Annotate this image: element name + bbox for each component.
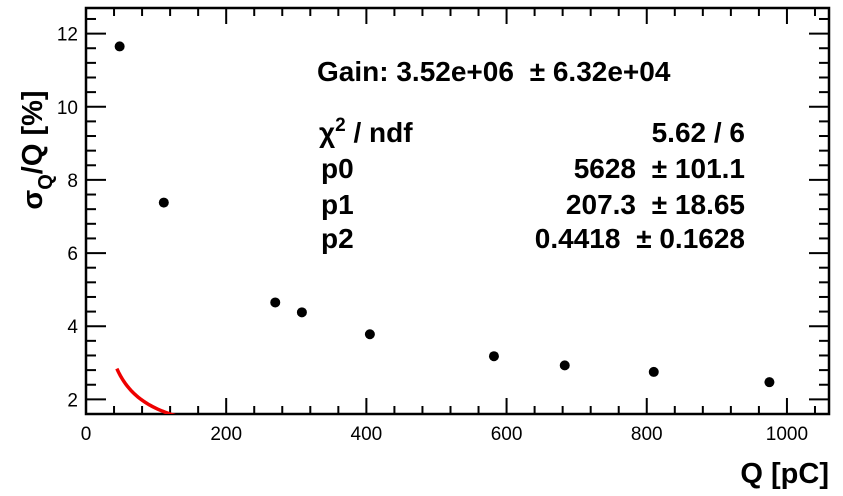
fit-stats-box: Gain: 3.52e+06 ± 6.32e+04 χ2 / ndf 5.62 … (317, 56, 745, 254)
y-axis-title-subscript: Q (35, 174, 57, 190)
p1-name: p1 (321, 189, 354, 220)
data-point (648, 366, 659, 377)
p2-estimate: 0.4418 (535, 223, 621, 254)
y-axis-title-rest: /Q [%] (17, 90, 49, 174)
y-tick-label: 10 (57, 98, 78, 119)
chi2-value: 5.62 / 6 (652, 117, 745, 148)
p0-estimate: 5628 (574, 153, 636, 184)
x-tick-label: 0 (81, 424, 92, 445)
gain-error: ± 6.32e+04 (530, 56, 671, 87)
data-point (296, 307, 307, 318)
x-tick-label: 400 (351, 424, 383, 445)
x-tick-label: 1000 (766, 424, 808, 445)
axis-ticks (85, 8, 829, 415)
gain-label: Gain: (317, 56, 389, 87)
p0-error: ± 101.1 (652, 153, 745, 184)
p2-name: p2 (321, 223, 354, 254)
y-tick-label: 8 (67, 171, 78, 192)
data-point (364, 329, 375, 340)
p0-name: p0 (321, 153, 354, 184)
gain-value: 3.52e+06 (396, 56, 514, 87)
y-tick-label: 2 (67, 390, 78, 411)
y-tick-label: 4 (67, 317, 78, 338)
data-point (559, 360, 570, 371)
y-tick-labels: 2 4 6 8 10 12 (57, 25, 79, 412)
p1-error: ± 18.65 (652, 189, 745, 220)
data-point (270, 297, 281, 308)
chi2-power: 2 (335, 115, 346, 136)
gain-text: Gain: 3.52e+06 ± 6.32e+04 (317, 56, 671, 87)
data-point (114, 41, 125, 52)
x-tick-labels: 0 200 400 600 800 1000 (81, 424, 808, 445)
x-tick-label: 800 (631, 424, 663, 445)
chi2-rest: / ndf (346, 117, 414, 148)
data-point (764, 377, 775, 388)
y-axis-title: σQ/Q [%] (17, 90, 57, 209)
p2-value: 0.4418 ± 0.1628 (535, 223, 745, 254)
p1-estimate: 207.3 (566, 189, 636, 220)
x-axis-title: Q [pC] (740, 458, 829, 490)
y-tick-label: 6 (67, 244, 78, 265)
p2-error: ± 0.1628 (636, 223, 745, 254)
y-tick-label: 12 (57, 25, 78, 46)
p0-value: 5628 ± 101.1 (574, 153, 745, 184)
y-axis-title-sigma: σ (17, 190, 49, 210)
plot-frame (84, 6, 831, 416)
data-points (114, 41, 775, 388)
chi2-label: χ2 / ndf (319, 115, 413, 148)
chi2-symbol: χ (319, 117, 335, 148)
plot-frame-group (84, 6, 831, 416)
x-tick-label: 200 (210, 424, 242, 445)
data-point (488, 351, 499, 362)
p1-value: 207.3 ± 18.65 (566, 189, 745, 220)
x-tick-label: 600 (491, 424, 523, 445)
data-point (158, 197, 169, 208)
